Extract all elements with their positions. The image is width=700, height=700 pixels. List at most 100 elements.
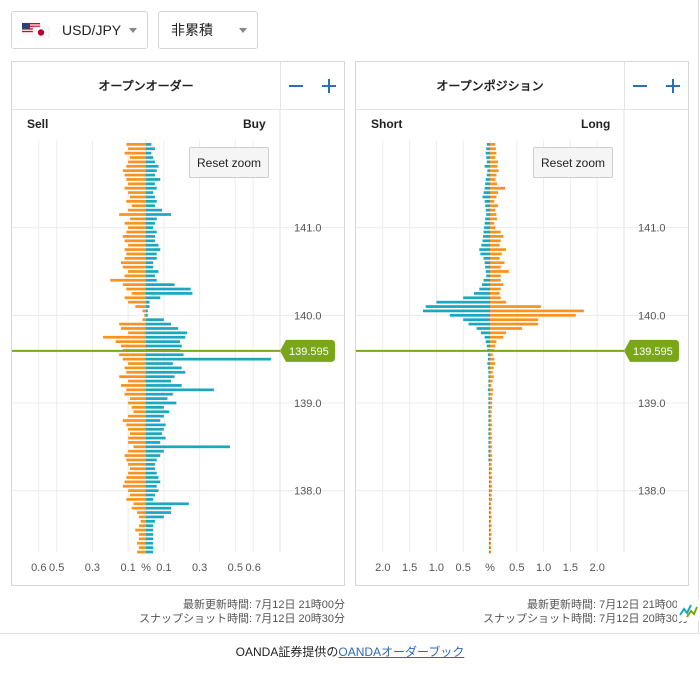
bar-buy (146, 256, 157, 260)
bar-short (488, 471, 490, 475)
bar-sell (126, 164, 146, 168)
x-tick-label: 2.0 (590, 562, 605, 574)
bar-long (490, 313, 576, 317)
x-center-label: % (485, 562, 495, 574)
bar-short (486, 213, 490, 216)
plus-icon (665, 78, 680, 93)
bar-short (488, 375, 490, 379)
bar-sell (138, 524, 146, 528)
bar-sell (122, 235, 146, 238)
x-tick-label: 1.5 (402, 562, 417, 574)
bar-sell (119, 213, 146, 216)
bar-long (490, 178, 496, 181)
current-price-badge (624, 339, 679, 362)
bar-long (490, 248, 507, 251)
bar-short (487, 362, 490, 365)
bar-buy (146, 164, 159, 168)
bar-short (480, 331, 490, 335)
bar-sell (119, 353, 146, 357)
bar-buy (146, 300, 150, 304)
bar-sell (137, 550, 146, 554)
bar-buy (146, 432, 163, 436)
bar-short (484, 186, 490, 190)
bar-short (488, 406, 490, 409)
bar-short (488, 476, 490, 479)
bar-short (488, 506, 490, 510)
bar-sell (129, 156, 146, 159)
bar-long (490, 292, 500, 295)
zoom-out-button[interactable] (280, 62, 312, 110)
bar-sell (124, 296, 146, 300)
bar-long (490, 467, 493, 471)
bar-long (490, 480, 492, 484)
bar-buy (146, 261, 154, 265)
bar-long (490, 331, 507, 335)
zoom-out-button[interactable] (624, 62, 656, 110)
bar-long (490, 182, 497, 186)
bar-short (488, 427, 490, 431)
long-label: Long (581, 117, 611, 131)
bar-sell (128, 182, 146, 186)
zoom-in-button[interactable] (656, 62, 689, 110)
price-tick-label: 141.0 (638, 223, 666, 235)
bar-short (484, 200, 490, 203)
bar-short (486, 147, 490, 151)
bar-sell (128, 362, 146, 365)
bar-long (490, 191, 499, 194)
accumulation-mode-dropdown[interactable]: 非累積 (158, 11, 258, 49)
x-tick-label: 0.6 (31, 562, 46, 574)
bar-buy (146, 480, 161, 484)
bar-long (490, 498, 493, 501)
bar-sell (133, 502, 146, 506)
bar-buy (146, 541, 154, 545)
bar-buy (146, 458, 157, 462)
oanda-orderbook-link[interactable]: OANDAオーダーブック (338, 645, 465, 659)
zoom-in-button[interactable] (312, 62, 345, 110)
bar-buy (146, 230, 157, 234)
bar-long (490, 401, 493, 405)
bar-short (463, 318, 490, 322)
bar-buy (146, 528, 154, 532)
us-japan-flag-icon (21, 22, 50, 39)
bar-buy (146, 243, 159, 247)
bar-long (490, 239, 501, 243)
bar-short (488, 541, 490, 545)
bar-short (485, 204, 490, 208)
bar-long (490, 305, 541, 308)
bar-buy (146, 318, 164, 322)
bar-sell (124, 173, 146, 177)
bar-buy (146, 392, 173, 396)
currency-pair-dropdown[interactable]: USD/JPY (11, 11, 148, 49)
orders-updated-time: 最新更新時間: 7月12日 21時00分 (183, 599, 345, 611)
bar-sell (138, 515, 146, 519)
bar-buy (146, 287, 191, 291)
bar-short (485, 151, 490, 155)
bar-buy (146, 169, 157, 173)
bar-sell (122, 265, 146, 269)
bar-short (488, 392, 490, 396)
price-tick-label: 138.0 (294, 486, 322, 498)
bar-buy (146, 235, 155, 238)
bar-long (490, 493, 492, 497)
bar-short (473, 292, 490, 295)
bar-short (488, 462, 490, 466)
bar-buy (146, 471, 157, 475)
bar-long (490, 379, 493, 383)
reset-zoom-button[interactable]: Reset zoom (189, 147, 269, 178)
bar-long (490, 327, 523, 330)
bar-sell (128, 191, 146, 194)
x-tick-label: 0.5 (456, 562, 471, 574)
bar-sell (124, 366, 146, 370)
bar-buy (146, 182, 155, 186)
bar-buy (146, 449, 164, 453)
bar-sell (122, 283, 146, 286)
bar-long (490, 283, 504, 286)
bar-sell (128, 270, 146, 273)
bar-short (488, 533, 490, 536)
bar-short (488, 493, 490, 497)
reset-zoom-button[interactable]: Reset zoom (533, 147, 613, 178)
bar-long (490, 208, 496, 212)
accumulation-mode-label: 非累積 (171, 22, 213, 38)
bar-sell (124, 480, 146, 484)
